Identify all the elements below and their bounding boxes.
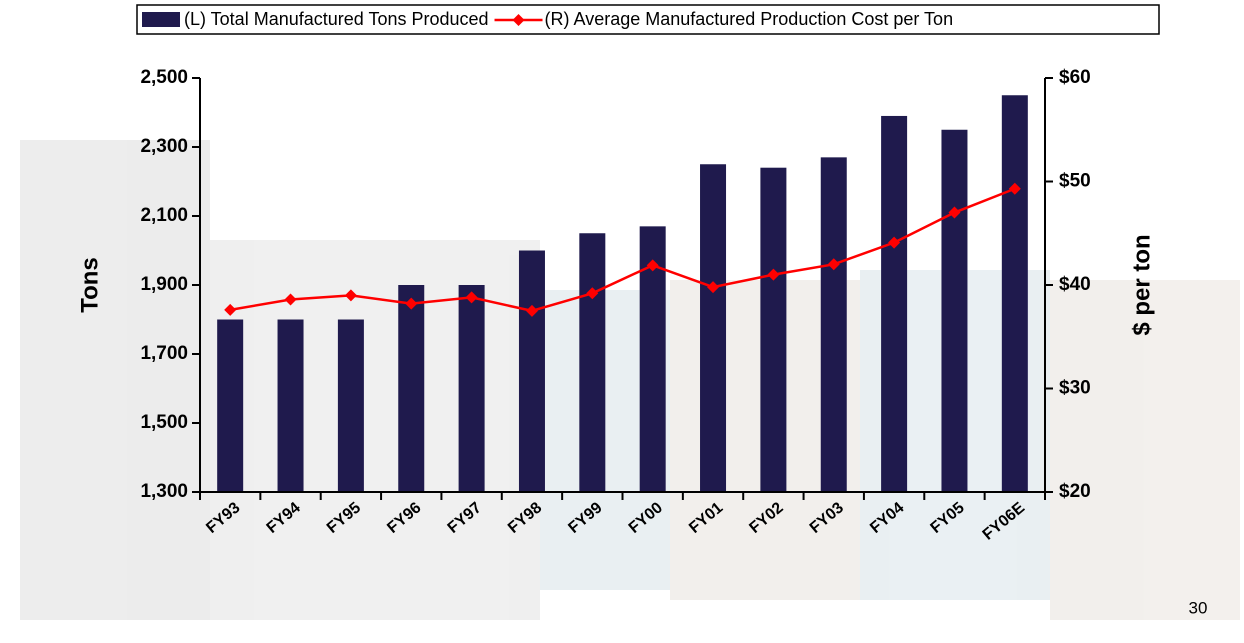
line-marker [888,236,901,249]
line-marker [827,258,840,271]
bar [1001,95,1028,492]
bar [881,115,908,492]
line-marker [948,206,961,219]
bar [941,129,968,492]
y-tick-label: 2,500 [140,67,188,88]
background-decor [20,140,1240,620]
line-marker [405,297,418,310]
bar [700,164,727,492]
y-tick-label: 1,300 [140,481,188,502]
legend-label: (L) Total Manufactured Tons Produced [184,9,489,29]
bar [277,319,304,492]
y-tick-label: 1,700 [140,343,188,364]
line-marker [1008,182,1021,195]
line-marker [767,268,780,281]
y2-tick-label: $30 [1059,378,1091,399]
bar [337,319,364,492]
line-marker [646,259,659,272]
legend-swatch [142,12,180,27]
y-axis-title: Tons [76,257,103,313]
bar [518,250,545,492]
line-marker [465,291,478,304]
y-tick-label: 1,500 [140,412,188,433]
line [229,187,1016,313]
y2-axis-title: $ per ton [1128,234,1155,335]
bar [217,319,244,492]
legend-swatch-marker [512,14,525,26]
bar [579,233,606,492]
bar [760,167,787,492]
y2-tick-label: $40 [1059,274,1091,295]
legend-label: (R) Average Manufactured Production Cost… [545,9,954,29]
y2-tick-label: $60 [1059,67,1091,88]
y-tick-label: 2,100 [140,205,188,226]
line-marker [525,304,538,317]
bar [458,285,485,492]
line-marker [224,303,237,316]
page-number: 30 [1189,598,1208,617]
y2-tick-label: $20 [1059,481,1091,502]
legend-box [136,4,1160,35]
line-marker [344,289,357,302]
bar [820,157,847,492]
bar [398,285,425,492]
y-tick-label: 1,900 [140,274,188,295]
line-marker [586,287,599,300]
y2-tick-label: $50 [1059,171,1091,192]
y-tick-label: 2,300 [140,136,188,157]
line-marker [707,281,720,294]
line-marker [284,293,297,306]
